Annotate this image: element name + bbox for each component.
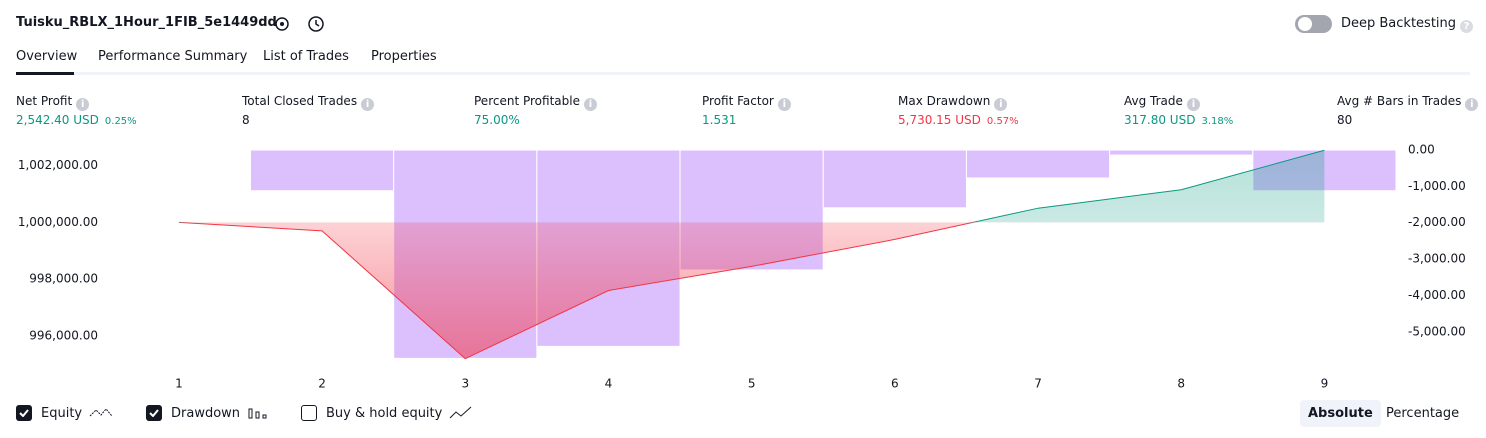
metric-label: Total Closed Trades i — [242, 94, 375, 111]
x-tick-label: 4 — [605, 377, 613, 391]
drawdown-bar — [822, 149, 967, 209]
y2-tick-label: -4,000.00 — [1408, 288, 1466, 302]
drawdown-bar — [249, 149, 395, 192]
checkbox[interactable] — [146, 405, 162, 421]
info-icon: i — [1186, 98, 1200, 111]
tab[interactable]: Properties — [371, 49, 437, 64]
deep-backtesting-label: Deep Backtesting? — [1341, 16, 1474, 33]
checkbox[interactable] — [16, 405, 32, 421]
info-icon: i — [361, 98, 375, 111]
metric-value-text: 1.531 — [702, 113, 737, 127]
x-tick-label: 1 — [175, 377, 183, 391]
info-icon: i — [777, 98, 791, 111]
tab[interactable]: Performance Summary — [98, 49, 248, 64]
equity-line-up — [178, 149, 1325, 223]
legend-label: Equity — [41, 405, 83, 421]
tab[interactable]: Overview — [16, 49, 78, 64]
legend-label: Buy & hold equity — [326, 405, 443, 421]
metric-sub-value: 3.18% — [1201, 116, 1234, 127]
y2-tick-label: -5,000.00 — [1408, 324, 1466, 338]
scale-button[interactable]: Percentage — [1386, 406, 1460, 421]
y-tick-label: 996,000.00 — [29, 328, 98, 342]
metric-value: 2,542.40 USD 0.25% — [16, 113, 137, 127]
x-tick-label: 2 — [318, 377, 326, 391]
metric-sub-value: 0.25% — [104, 116, 137, 127]
info-icon: i — [76, 98, 90, 111]
drawdown-toggle[interactable]: Drawdown — [146, 405, 270, 421]
y-tick-label: 1,002,000.00 — [18, 158, 98, 172]
y2-tick-label: 0.00 — [1408, 143, 1435, 157]
metric-value-text: 5,730.15 USD — [898, 113, 981, 127]
y2-tick-label: -1,000.00 — [1408, 179, 1466, 193]
metric-label: Max Drawdown i — [898, 94, 1008, 111]
x-tick-label: 7 — [1034, 377, 1042, 391]
x-tick-label: 8 — [1177, 377, 1185, 391]
checkbox[interactable] — [301, 405, 317, 421]
x-tick-label: 3 — [461, 377, 469, 391]
metric-value: 75.00% — [474, 113, 520, 127]
metric-value-text: 317.80 USD — [1124, 113, 1196, 127]
y2-tick-label: -3,000.00 — [1408, 252, 1466, 266]
scale-button[interactable]: Absolute — [1300, 400, 1381, 427]
metric-value: 317.80 USD 3.18% — [1124, 113, 1233, 127]
equity-toggle[interactable]: Equity — [16, 405, 114, 421]
x-tick-label: 6 — [891, 377, 899, 391]
metric-label-text: Total Closed Trades — [242, 94, 358, 108]
equity-line-down — [178, 222, 976, 360]
deep-backtesting-toggle[interactable] — [1294, 14, 1334, 34]
metric-label-text: Percent Profitable — [474, 94, 580, 108]
drawdown-bar — [106, 149, 251, 152]
info-icon: i — [1465, 98, 1479, 111]
metric-value-text: 80 — [1337, 113, 1353, 127]
x-tick-label: 9 — [1321, 377, 1329, 391]
metric-value: 80 — [1337, 113, 1352, 127]
drawdown-bar — [965, 149, 1111, 179]
legend-label: Drawdown — [171, 405, 241, 421]
y2-tick-label: -2,000.00 — [1408, 215, 1466, 229]
metric-label-text: Avg # Bars in Trades — [1337, 94, 1462, 108]
metric-label-text: Profit Factor — [702, 94, 774, 108]
info-icon: i — [994, 98, 1008, 111]
metric-label: Profit Factor i — [702, 94, 791, 111]
tab-divider — [16, 72, 1470, 75]
metric-value: 8 — [242, 113, 250, 127]
y-tick-label: 1,000,000.00 — [18, 215, 98, 229]
metric-value-text: 2,542.40 USD — [16, 113, 99, 127]
tab[interactable]: List of Trades — [263, 49, 349, 64]
metric-value-text: 8 — [242, 113, 250, 127]
info-icon: i — [583, 98, 597, 111]
tab-selected-underline — [16, 72, 74, 75]
drawdown-bar — [1109, 149, 1254, 156]
y-tick-label: 998,000.00 — [29, 272, 98, 286]
metric-label: Net Profit i — [16, 94, 90, 111]
metric-label: Percent Profitable i — [474, 94, 597, 111]
metric-value: 5,730.15 USD 0.57% — [898, 113, 1019, 127]
metric-label-text: Net Profit — [16, 94, 73, 108]
equity-area-up — [178, 150, 1325, 223]
metric-label: Avg Trade i — [1124, 94, 1200, 111]
chart: 1,002,000.00 1,000,000.00 998,000.00 996,00… — [18, 143, 1466, 391]
metric-label: Avg # Bars in Trades i — [1337, 94, 1479, 111]
metric-value-text: 75.00% — [474, 113, 520, 127]
metric-label-text: Max Drawdown — [898, 94, 991, 108]
header-icons[interactable] — [273, 14, 333, 34]
equity-area-down — [178, 222, 973, 359]
metric-label-text: Avg Trade — [1124, 94, 1183, 108]
metric-sub-value: 0.57% — [986, 116, 1019, 127]
metric-value: 1.531 — [702, 113, 736, 127]
deep-backtesting-text: Deep Backtesting — [1341, 16, 1457, 31]
strategy-title: Tuisku_RBLX_1Hour_1FIB_5e1449dd — [16, 15, 277, 30]
buy-hold-toggle[interactable]: Buy & hold equity — [301, 405, 474, 421]
x-tick-label: 5 — [748, 377, 756, 391]
